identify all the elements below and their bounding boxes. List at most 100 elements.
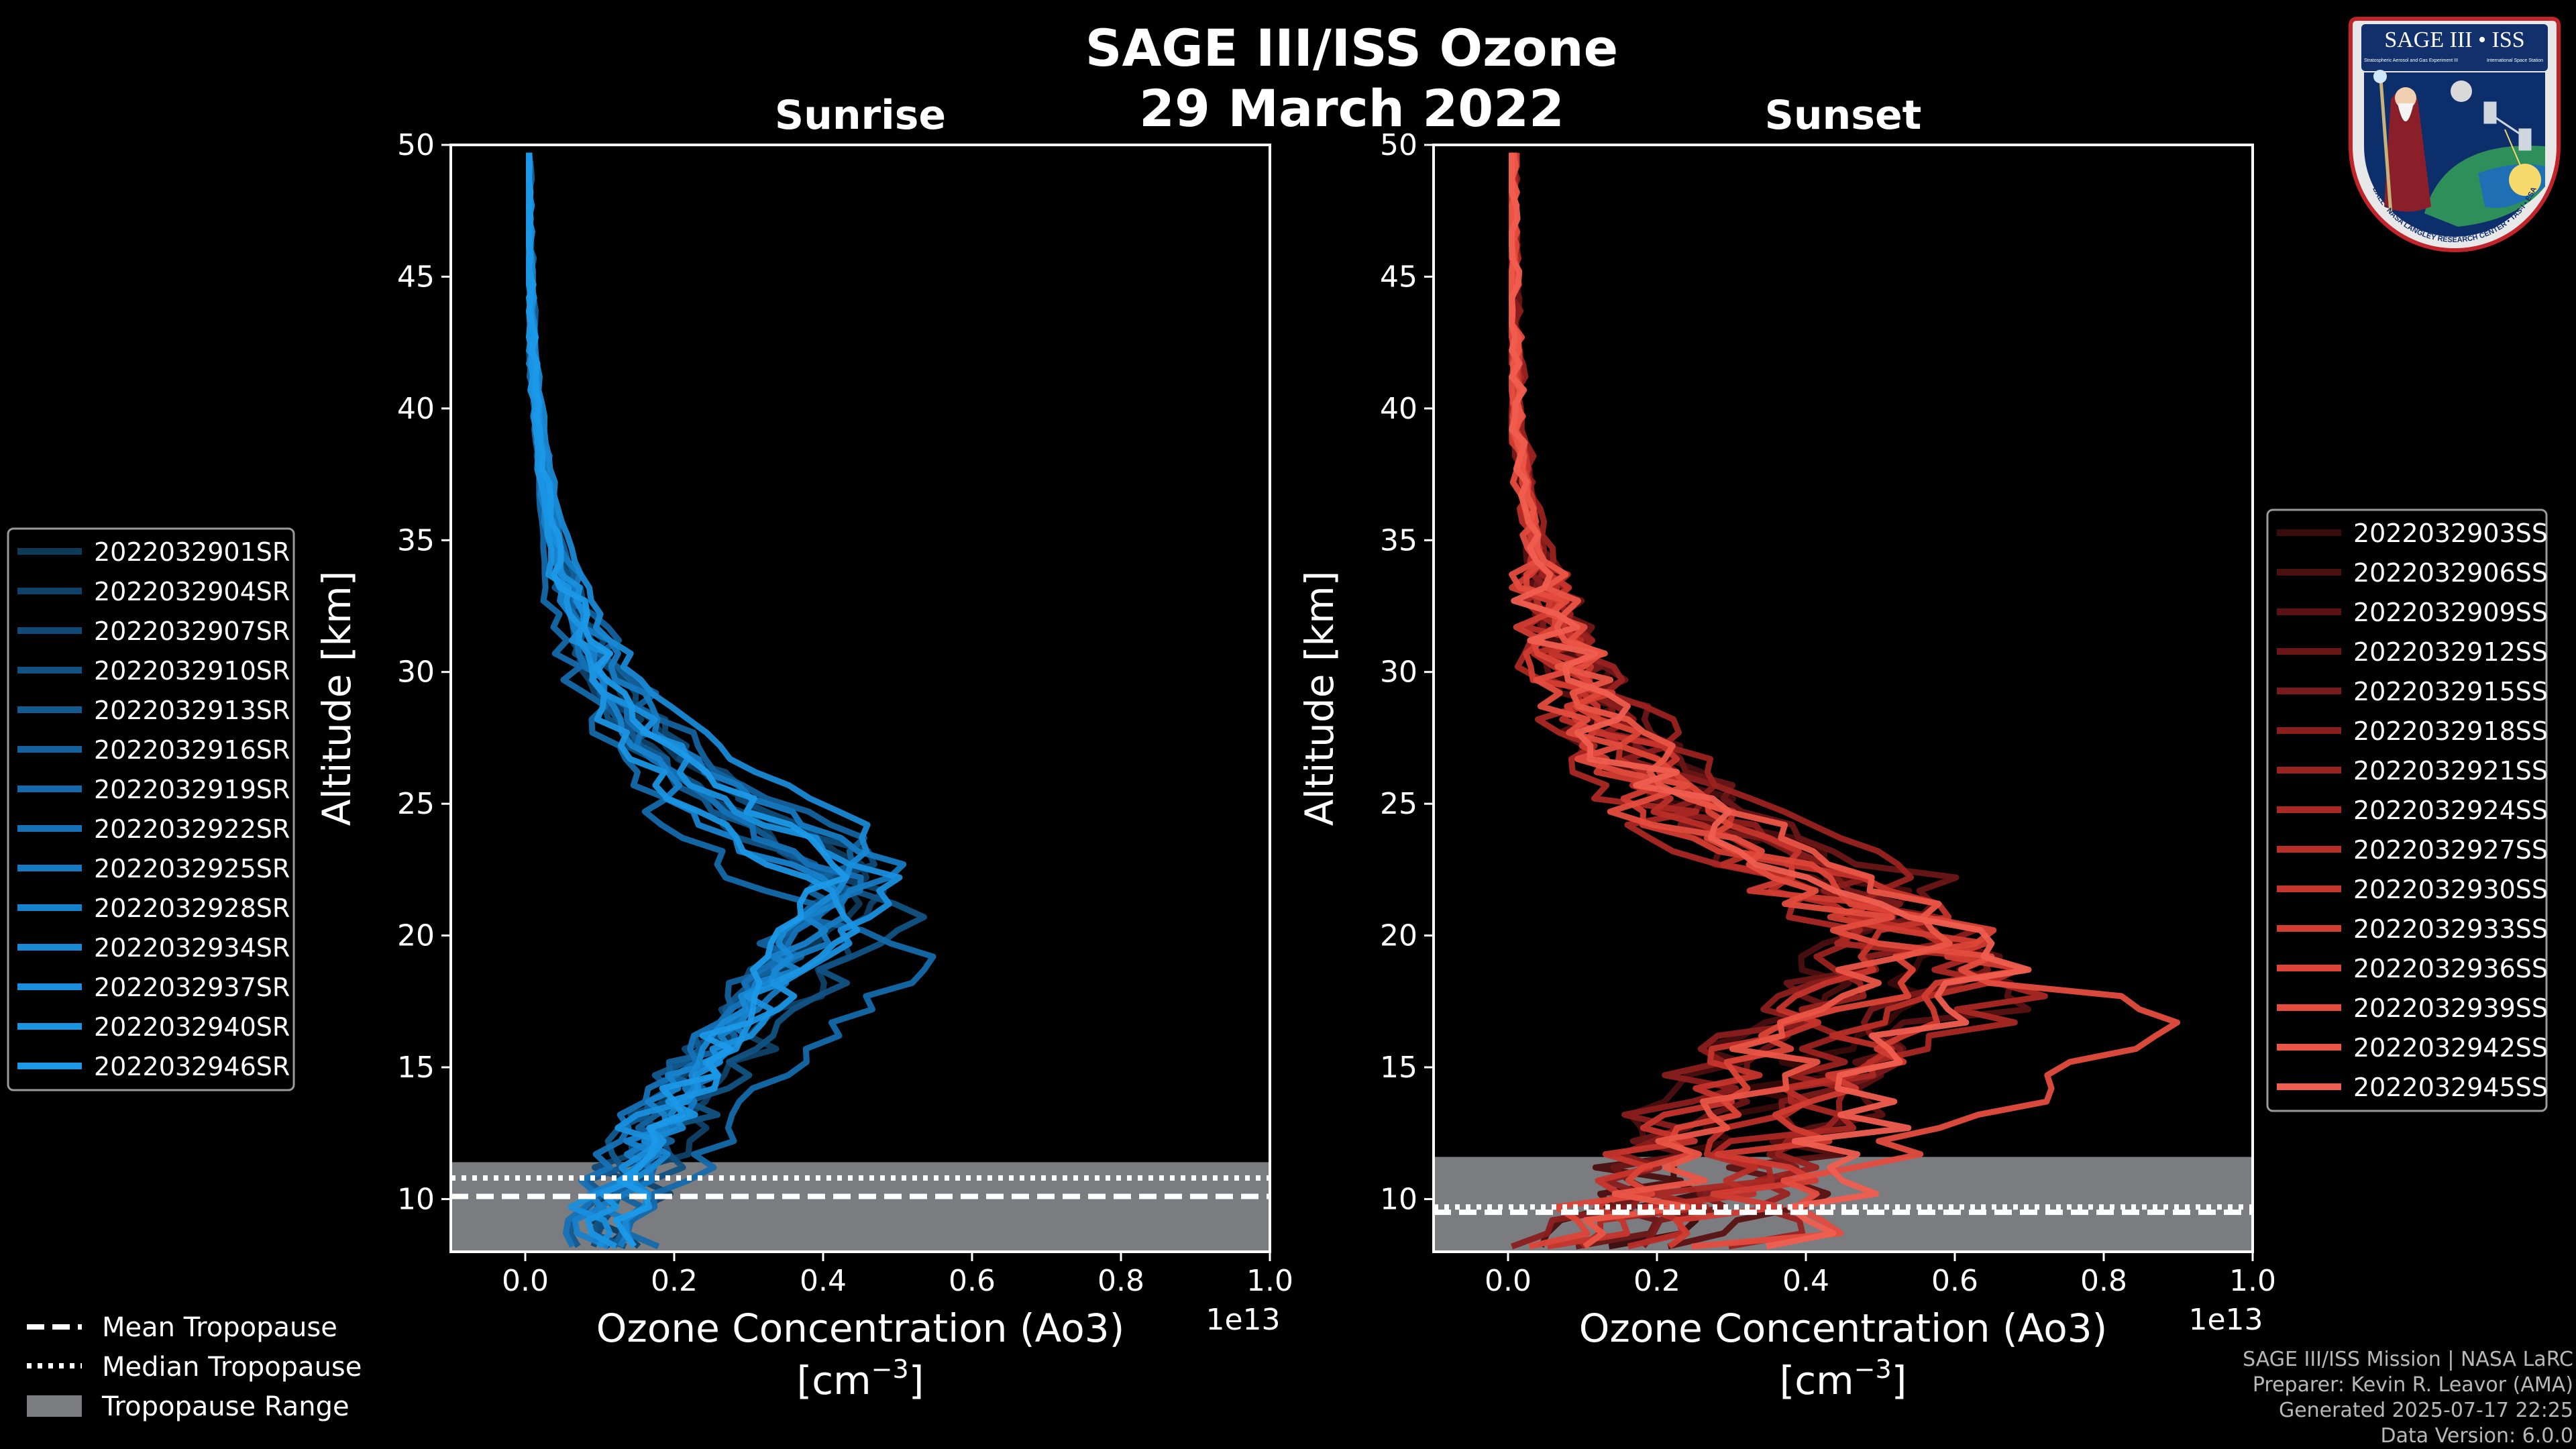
sunrise-legend-label: 2022032940SR <box>94 1012 290 1042</box>
mean-legend-label: Mean Tropopause <box>102 1312 337 1343</box>
chart-title-line2: 29 March 2022 <box>1139 78 1564 138</box>
sunset-xlabel-units-base: [cm <box>1780 1358 1854 1403</box>
sunset-legend: 2022032903SS 2022032906SS 2022032909SS 2022… <box>2266 508 2548 1112</box>
sunrise-xlabel-units-base: [cm <box>797 1358 871 1403</box>
sunset-ylabel: Altitude [km] <box>1297 571 1342 826</box>
sunset-ytick-label: 30 <box>1380 655 1417 690</box>
sunrise-legend-label: 2022032904SR <box>94 577 290 606</box>
sunrise-series-2022032946SR <box>526 152 849 1248</box>
sunset-xlabel: Ozone Concentration (Ao3) <box>1579 1305 2108 1351</box>
sunrise-x-offset-label: 1e13 <box>1205 1303 1280 1337</box>
sunset-ytick-label: 40 <box>1380 392 1417 426</box>
sunset-legend-label: 2022032909SS <box>2353 598 2548 627</box>
sunrise-subtitle: Sunrise <box>775 92 946 139</box>
sunrise-ylabel: Altitude [km] <box>314 571 360 826</box>
sunrise-xtick-label: 0.4 <box>800 1264 847 1298</box>
sunrise-plot-frame <box>449 144 1271 1253</box>
sunrise-legend-label: 2022032937SR <box>94 973 290 1002</box>
sunset-xtick-label: 0.4 <box>1782 1264 1829 1298</box>
patch-title-band <box>2361 24 2548 71</box>
sunrise-xlabel-units-exp: −3 <box>871 1354 909 1384</box>
sunrise-ytick-label: 45 <box>397 260 435 294</box>
sunrise-legend-label: 2022032922SR <box>94 814 290 844</box>
sunrise-xlabel-units: [cm−3] <box>797 1354 924 1403</box>
sunset-xlabel-units-exp: −3 <box>1854 1354 1892 1384</box>
range-legend-label: Tropopause Range <box>101 1391 350 1422</box>
sunset-legend-label: 2022032903SS <box>2353 519 2548 548</box>
footer-version: Data Version: 6.0.0 <box>2380 1424 2573 1448</box>
sunset-ytick-label: 15 <box>1380 1051 1417 1085</box>
patch-subtitle-right: International Space Station <box>2487 58 2543 63</box>
sunrise-ytick-label: 50 <box>397 128 435 162</box>
sunrise-xtick-label: 0.0 <box>502 1264 549 1298</box>
sunset-xlabel-units-close: ] <box>1892 1358 1907 1403</box>
sunset-xtick-label: 1.0 <box>2229 1264 2276 1298</box>
sunset-legend-label: 2022032936SS <box>2353 954 2548 983</box>
sunset-legend-label: 2022032942SS <box>2353 1033 2548 1063</box>
sunset-series-2022032945SS <box>1509 152 2032 1250</box>
range-legend-swatch <box>27 1395 82 1417</box>
sunset-legend-label: 2022032930SS <box>2353 875 2548 904</box>
sunrise-legend-label: 2022032925SR <box>94 854 290 883</box>
patch-subtitle-left: Stratospheric Aerosol and Gas Experiment… <box>2364 58 2458 63</box>
patch-sun-icon <box>2509 164 2541 196</box>
sunrise-legend-label: 2022032910SR <box>94 656 290 686</box>
sunrise-legend-label: 2022032928SR <box>94 894 290 923</box>
sunset-legend-label: 2022032933SS <box>2353 914 2548 944</box>
sunset-subtitle: Sunset <box>1765 92 1922 139</box>
sunrise-legend: 2022032901SR 2022032904SR 2022032907SR 2022… <box>7 527 295 1091</box>
patch-title: SAGE III • ISS <box>2384 28 2524 52</box>
sage-iii-iss-mission-patch: SAGE III • ISS Stratospheric Aerosol and… <box>2349 17 2561 252</box>
sunrise-legend-frame <box>7 527 295 1091</box>
sunrise-xlabel-units-close: ] <box>909 1358 924 1403</box>
sunset-legend-label: 2022032927SS <box>2353 835 2548 865</box>
sunrise-ytick-label: 15 <box>397 1051 435 1085</box>
footer-preparer: Preparer: Kevin R. Leavor (AMA) <box>2252 1373 2573 1397</box>
sunset-ytick-label: 35 <box>1380 523 1417 557</box>
sunset-panel: 0.0 0.2 0.4 0.6 0.8 1.0 10 15 20 25 30 35 40 45 50 Suns… <box>1297 92 2548 1403</box>
sunset-ytick-label: 20 <box>1380 919 1417 953</box>
sunset-x-offset-label: 1e13 <box>2188 1303 2263 1337</box>
sunset-legend-label: 2022032945SS <box>2353 1073 2548 1102</box>
patch-beam-icon <box>2504 129 2524 174</box>
sunset-ytick-label: 50 <box>1380 128 1417 162</box>
sunrise-ytick-label: 35 <box>397 523 435 557</box>
sunset-legend-label: 2022032921SS <box>2353 756 2548 786</box>
footer-mission: SAGE III/ISS Mission | NASA LaRC <box>2243 1348 2573 1371</box>
sunset-xtick-label: 0.2 <box>1633 1264 1680 1298</box>
sunset-legend-label: 2022032906SS <box>2353 558 2548 588</box>
sunrise-legend-label: 2022032934SR <box>94 933 290 963</box>
sunrise-series-2022032919SR <box>526 152 936 1250</box>
footer-generated: Generated 2025-07-17 22:25 <box>2278 1399 2573 1422</box>
patch-moon-icon <box>2451 80 2472 102</box>
sunrise-xtick-label: 1.0 <box>1246 1264 1293 1298</box>
sunrise-ytick-label: 40 <box>397 392 435 426</box>
patch-wizard-beard-icon <box>2398 103 2414 121</box>
sunrise-xtick-label: 0.2 <box>651 1264 698 1298</box>
median-legend-label: Median Tropopause <box>102 1352 362 1383</box>
sunset-series-2022032936SS <box>1509 152 1997 1250</box>
sunrise-legend-label: 2022032916SR <box>94 735 290 765</box>
sunset-ytick-label: 25 <box>1380 787 1417 821</box>
sunrise-xlabel: Ozone Concentration (Ao3) <box>596 1305 1125 1351</box>
sunset-legend-label: 2022032924SS <box>2353 796 2548 825</box>
sunset-legend-frame <box>2266 508 2548 1112</box>
sunset-plot-frame <box>1432 144 2254 1253</box>
patch-staff-orb-icon <box>2373 70 2387 83</box>
sunrise-ytick-label: 10 <box>397 1182 435 1216</box>
sunset-xlabel-units: [cm−3] <box>1780 1354 1907 1403</box>
sunrise-xtick-label: 0.8 <box>1097 1264 1144 1298</box>
sunrise-series-2022032910SR <box>526 152 927 1250</box>
footer-credits: SAGE III/ISS Mission | NASA LaRC Prepare… <box>2243 1347 2573 1449</box>
sunset-xtick-label: 0.0 <box>1485 1264 1532 1298</box>
sunrise-ytick-label: 20 <box>397 919 435 953</box>
sunrise-legend-label: 2022032913SR <box>94 696 290 725</box>
sunset-ytick-label: 45 <box>1380 260 1417 294</box>
chart-title-line1: SAGE III/ISS Ozone <box>1085 18 1618 78</box>
sunset-legend-label: 2022032912SS <box>2353 637 2548 667</box>
sunset-ytick-label: 10 <box>1380 1182 1417 1216</box>
patch-iss-station-icon <box>2483 101 2532 151</box>
sunrise-ytick-label: 30 <box>397 655 435 690</box>
sunrise-legend-label: 2022032907SR <box>94 616 290 646</box>
